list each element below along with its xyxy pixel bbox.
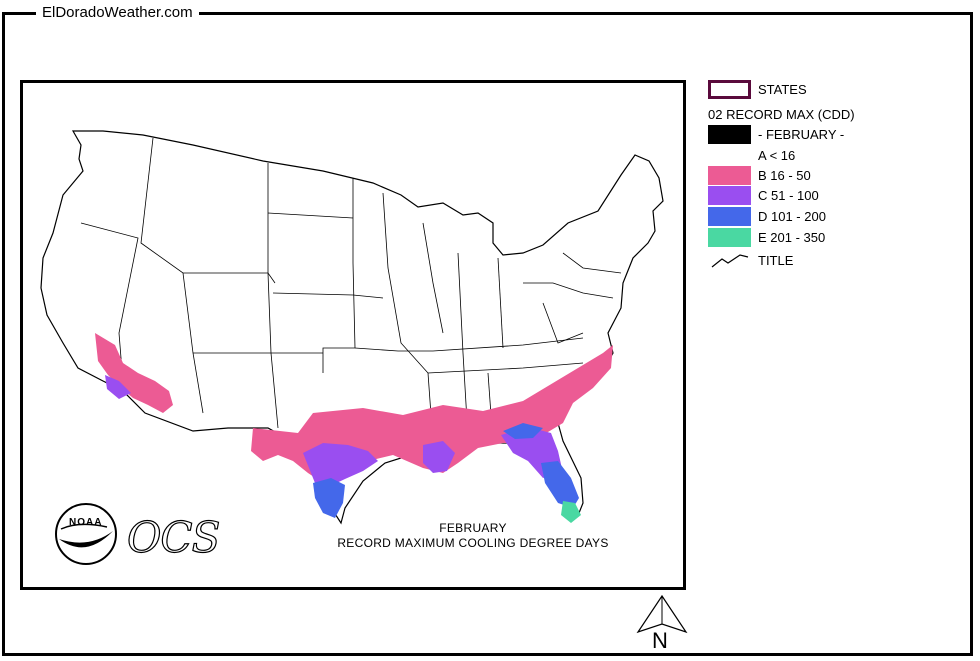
class-b-swatch: [708, 166, 751, 185]
legend-class-c: C 51 - 100: [708, 184, 968, 205]
legend-month-label: - FEBRUARY -: [758, 127, 845, 142]
legend-title-label: TITLE: [758, 253, 794, 268]
states-swatch: [708, 80, 751, 99]
zone-d-florida: [541, 461, 579, 508]
map-title-line1: FEBRUARY: [439, 521, 507, 535]
map-title: FEBRUARY RECORD MAXIMUM COOLING DEGREE D…: [313, 521, 633, 551]
map-panel: NOAA OCS FEBRUARY RECORD MAXIMUM COOLING…: [20, 80, 686, 590]
site-label: ElDoradoWeather.com: [36, 4, 199, 21]
zone-c-louisiana: [423, 441, 455, 473]
legend-class-label: D 101 - 200: [758, 209, 826, 224]
legend-class-label: E 201 - 350: [758, 230, 826, 245]
north-arrow-icon: [636, 594, 688, 634]
noaa-logo-text: NOAA: [69, 517, 103, 528]
ocs-logo: OCS: [126, 512, 221, 562]
class-d-swatch: [708, 207, 751, 226]
legend-class-label: C 51 - 100: [758, 188, 819, 203]
legend-layer-label: 02 RECORD MAX (CDD): [708, 107, 855, 122]
legend-class-a: A < 16: [708, 144, 968, 165]
outer-frame: [2, 12, 973, 656]
zone-c-gulf: [303, 443, 378, 487]
legend-title-row: TITLE: [708, 249, 968, 269]
zone-e-florida-tip: [561, 501, 581, 523]
class-c-swatch: [708, 186, 751, 205]
class-e-swatch: [708, 228, 751, 247]
legend-states-row: STATES: [708, 78, 968, 99]
map-title-line2: RECORD MAXIMUM COOLING DEGREE DAYS: [337, 536, 609, 550]
legend-month-row: - FEBRUARY -: [708, 123, 968, 144]
month-swatch: [708, 125, 751, 144]
legend-class-label: B 16 - 50: [758, 168, 811, 183]
class-a-swatch: [708, 146, 751, 165]
zone-d-texas: [313, 478, 345, 518]
zone-c-california: [105, 375, 131, 399]
legend-class-label: A < 16: [758, 148, 796, 163]
north-label: N: [652, 628, 668, 653]
zone-b-southwest: [95, 333, 173, 413]
noaa-logo-icon: [55, 503, 117, 565]
legend-class-d: D 101 - 200: [708, 205, 968, 226]
cdd-zones: [95, 333, 613, 523]
title-line-icon: [711, 254, 749, 268]
legend-states-label: STATES: [758, 82, 807, 97]
legend-class-e: E 201 - 350: [708, 226, 968, 247]
us-map: [40, 130, 664, 525]
zone-d-gulf-coast: [503, 423, 543, 439]
legend-class-b: B 16 - 50: [708, 164, 968, 185]
